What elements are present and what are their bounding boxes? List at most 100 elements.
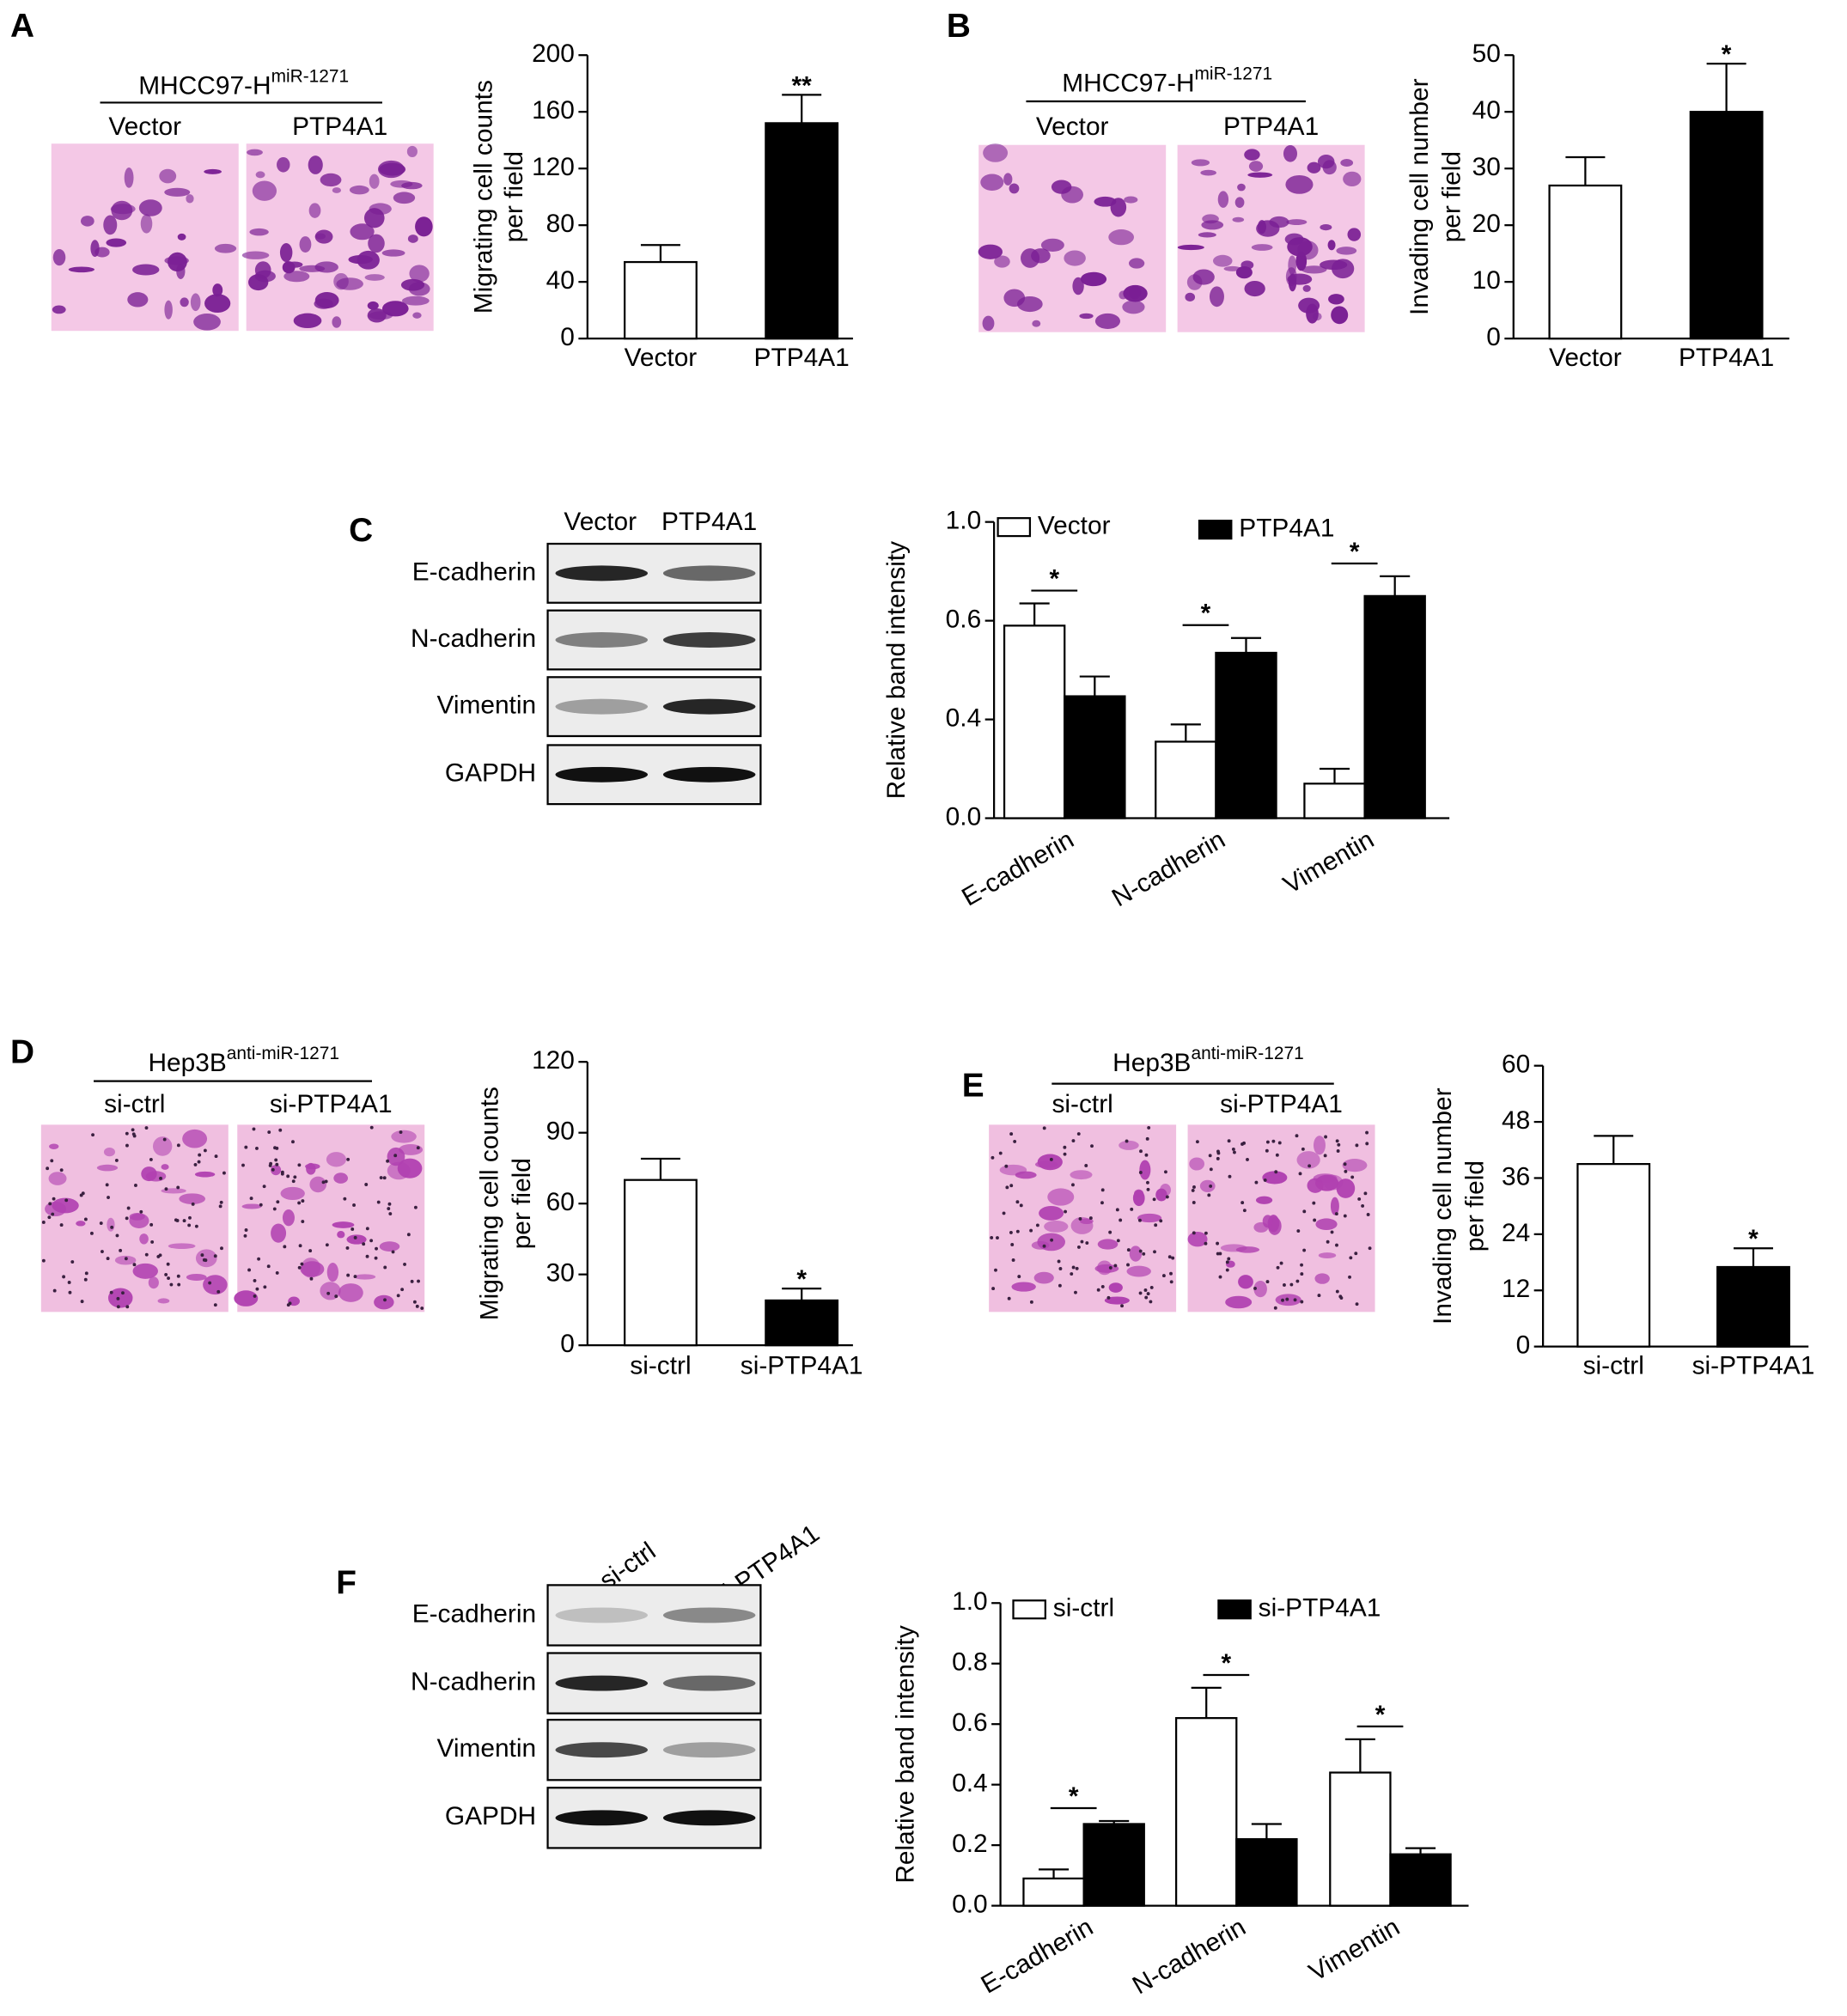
pore bbox=[1326, 1239, 1330, 1244]
pore bbox=[208, 1281, 212, 1285]
cell bbox=[978, 244, 1003, 259]
cell bbox=[249, 228, 269, 236]
cell bbox=[168, 252, 187, 272]
cell bbox=[204, 294, 231, 314]
y-tick-label: 20 bbox=[1472, 210, 1501, 238]
pore bbox=[177, 1282, 181, 1287]
y-tick-label: 24 bbox=[1502, 1219, 1530, 1247]
pore bbox=[1075, 1266, 1079, 1270]
y-tick-label: 0.4 bbox=[946, 703, 982, 732]
cell bbox=[1202, 214, 1219, 224]
pore bbox=[324, 1179, 328, 1184]
blot-band bbox=[555, 698, 649, 715]
pore bbox=[352, 1203, 356, 1207]
pore bbox=[271, 1167, 275, 1172]
cell bbox=[1317, 155, 1335, 169]
error-bar bbox=[1251, 1823, 1282, 1840]
y-tick-label: 0.6 bbox=[946, 606, 982, 634]
pore bbox=[47, 1215, 52, 1220]
cell bbox=[1217, 191, 1229, 208]
pore bbox=[403, 1262, 406, 1266]
pore bbox=[70, 1260, 75, 1264]
pore bbox=[1242, 1141, 1247, 1145]
legend-swatch bbox=[997, 517, 1032, 538]
cell bbox=[255, 171, 265, 179]
y-axis-label: per field bbox=[508, 1158, 536, 1249]
cell bbox=[1040, 238, 1064, 252]
bar bbox=[1389, 1853, 1452, 1907]
cell bbox=[333, 272, 349, 290]
pore bbox=[1296, 1229, 1301, 1233]
pore bbox=[1049, 1157, 1053, 1161]
pore bbox=[1146, 1187, 1150, 1191]
pore bbox=[1209, 1184, 1213, 1188]
cell bbox=[1129, 258, 1145, 269]
pore bbox=[99, 1221, 103, 1225]
lane-label: si-ctrl bbox=[1052, 1090, 1112, 1118]
pore bbox=[125, 1305, 130, 1309]
lane-label: PTP4A1 bbox=[1223, 113, 1319, 141]
cell bbox=[212, 283, 223, 297]
cell bbox=[1044, 1220, 1069, 1233]
cell bbox=[1306, 303, 1319, 324]
pore bbox=[121, 1291, 125, 1295]
pore bbox=[1263, 1178, 1267, 1182]
pore bbox=[1368, 1246, 1372, 1251]
cell bbox=[299, 236, 312, 253]
y-tick-label: 1.0 bbox=[946, 507, 982, 535]
pore bbox=[1330, 1230, 1334, 1234]
pore bbox=[241, 1163, 245, 1167]
pore bbox=[1169, 1280, 1173, 1284]
pore bbox=[413, 1205, 418, 1209]
cell bbox=[1343, 171, 1362, 186]
y-tick-label: 36 bbox=[1502, 1162, 1530, 1191]
pore bbox=[150, 1239, 155, 1244]
cell bbox=[1097, 1239, 1119, 1250]
pore bbox=[1138, 1171, 1143, 1174]
cell bbox=[1198, 232, 1216, 238]
y-axis-label: Migrating cell counts bbox=[469, 80, 497, 314]
cell bbox=[363, 208, 385, 228]
blot-band bbox=[555, 632, 649, 648]
pore bbox=[220, 1246, 223, 1251]
pore bbox=[64, 1198, 69, 1203]
pore bbox=[156, 1254, 161, 1258]
pore bbox=[1013, 1139, 1017, 1143]
panel-letter: C bbox=[349, 512, 373, 549]
lane-label: PTP4A1 bbox=[292, 113, 387, 141]
cell bbox=[1031, 248, 1051, 264]
cell bbox=[68, 266, 95, 273]
pore bbox=[100, 1250, 104, 1253]
cell bbox=[241, 251, 270, 259]
lane-label: Vector bbox=[1036, 113, 1109, 141]
error-bar bbox=[782, 1288, 822, 1300]
cell bbox=[124, 167, 134, 188]
y-tick-label: 0 bbox=[560, 323, 575, 351]
pore bbox=[1002, 1211, 1006, 1215]
cell bbox=[241, 1203, 262, 1209]
y-tick-label: 80 bbox=[546, 210, 575, 238]
pore bbox=[1064, 1209, 1068, 1214]
cell bbox=[367, 308, 387, 323]
cell bbox=[1247, 172, 1273, 178]
cell bbox=[195, 1249, 217, 1268]
cell-line-label: Hep3Banti-miR-1271 bbox=[148, 1044, 339, 1077]
pore bbox=[1090, 1144, 1094, 1148]
pore bbox=[200, 1253, 204, 1258]
cell bbox=[368, 234, 385, 253]
pore bbox=[1227, 1139, 1231, 1143]
cell bbox=[333, 1172, 348, 1184]
pore bbox=[132, 1263, 137, 1267]
pore bbox=[321, 1180, 326, 1185]
pore bbox=[297, 1163, 302, 1167]
cell bbox=[1238, 1275, 1253, 1289]
cell bbox=[399, 1144, 424, 1155]
cell bbox=[390, 180, 413, 188]
pore bbox=[1350, 1175, 1355, 1179]
cell bbox=[1177, 244, 1204, 251]
pore bbox=[1293, 1298, 1297, 1302]
cell bbox=[391, 1130, 417, 1143]
pore bbox=[1338, 1294, 1343, 1299]
pore bbox=[1281, 1298, 1284, 1302]
pore bbox=[283, 1245, 287, 1249]
